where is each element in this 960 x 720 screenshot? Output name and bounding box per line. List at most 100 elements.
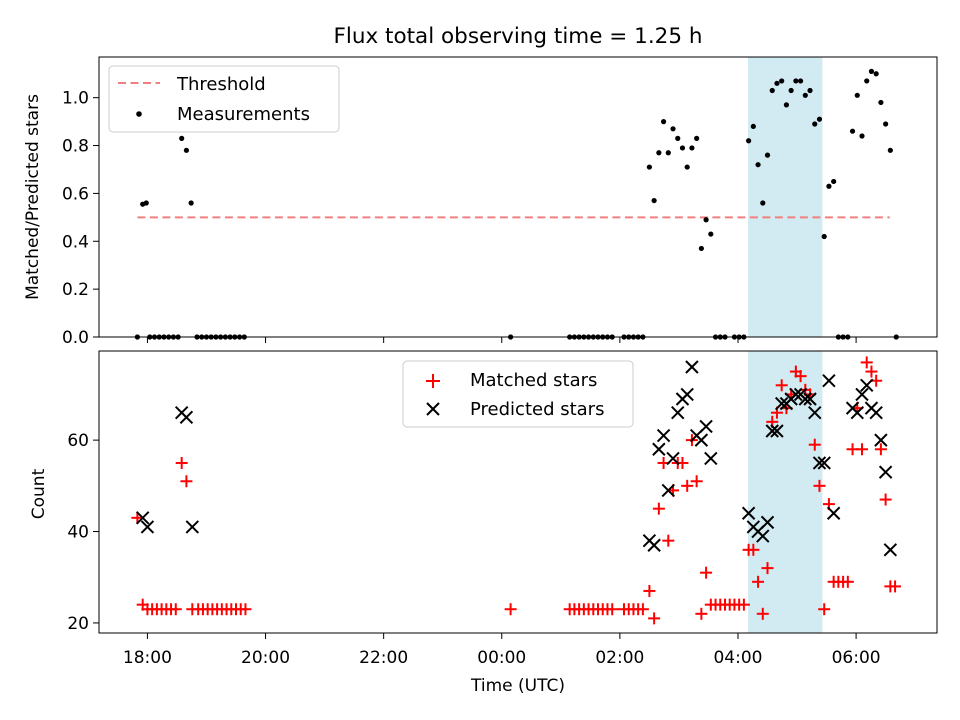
measurement-point [854, 92, 860, 98]
predicted-point [661, 483, 676, 498]
ratio-points [134, 68, 899, 340]
matched-point [681, 479, 694, 492]
measurement-point [859, 133, 865, 139]
measurement-point [665, 150, 671, 156]
measurement-point [802, 92, 808, 98]
ratio-axes-frame [98, 56, 938, 338]
legend-threshold-label: Threshold [176, 74, 266, 95]
matched-point [775, 379, 788, 392]
predicted-point [826, 506, 841, 520]
matched-point [752, 575, 765, 588]
measurement-point [675, 135, 681, 141]
measurement-point [887, 147, 893, 153]
x-tick-label: 04:00 [713, 648, 762, 668]
matched-point [813, 479, 826, 492]
predicted-point [765, 424, 779, 438]
matched-point [504, 603, 517, 616]
matched-point [747, 543, 760, 556]
matched-point [636, 603, 649, 616]
x-tick-label: 20:00 [241, 648, 290, 668]
measurement-point [188, 200, 194, 206]
measurement-point [755, 162, 761, 168]
measurement-point [826, 183, 832, 189]
predicted-point [185, 520, 200, 534]
measurement-point [698, 245, 704, 252]
predicted-point [699, 419, 713, 434]
measurement-point [646, 164, 652, 170]
matched-point [180, 475, 193, 488]
y-tick-label: 0.8 [62, 137, 89, 157]
legend-measurements-swatch [136, 111, 142, 117]
y-tick-label: 0.6 [62, 184, 89, 204]
predicted-point [680, 387, 694, 402]
matched-point [690, 475, 703, 488]
y-tick-label: 0.2 [62, 280, 89, 300]
measurement-point [689, 145, 695, 151]
count-y-ticks: 20 40 60 [67, 431, 99, 634]
matched-point [239, 603, 252, 616]
measurement-point [760, 200, 766, 206]
x-tick-label: 22:00 [359, 648, 408, 668]
measurement-point [779, 78, 785, 84]
measurement-point [143, 200, 149, 206]
predicted-point [135, 511, 150, 525]
matched-point [648, 612, 661, 625]
matched-point [700, 566, 713, 579]
matched-point [855, 443, 868, 456]
predicted-point [869, 405, 883, 420]
predicted-point [685, 360, 699, 374]
predicted-point [652, 442, 666, 456]
measurement-point [883, 121, 889, 127]
matched-point [662, 534, 675, 547]
y-tick-label: 40 [67, 523, 89, 543]
y-tick-label: 60 [67, 431, 89, 451]
measurement-point [807, 87, 813, 94]
measurement-point [183, 147, 190, 153]
matched-point [169, 603, 182, 616]
measurement-point [783, 102, 790, 108]
predicted-point [817, 456, 831, 470]
count-panel: 18:00 20:00 22:00 00:00 02:00 04:00 06:00 20 40… [29, 350, 938, 668]
x-tick-label: 06:00 [832, 648, 881, 668]
measurement-point [651, 197, 657, 204]
predicted-point [666, 451, 680, 466]
measurement-point [831, 178, 837, 185]
matched-point [874, 443, 887, 456]
predicted-point [756, 529, 770, 543]
predicted-point [774, 396, 789, 411]
predicted-point [883, 543, 898, 557]
measurement-point [694, 135, 700, 141]
x-tick-label: 02:00 [595, 648, 644, 668]
count-x-ticks: 18:00 20:00 22:00 00:00 02:00 04:00 06:00 [123, 633, 881, 668]
x-tick-label: 00:00 [477, 648, 526, 668]
predicted-point [656, 428, 671, 443]
measurement-point [764, 152, 771, 158]
predicted-point [789, 387, 803, 402]
predicted-point [179, 410, 194, 424]
ratio-x-ticks [146, 337, 857, 343]
predicted-point [808, 405, 822, 420]
matched-point [643, 584, 656, 597]
predicted-point [770, 424, 784, 438]
legend-measurements-label: Measurements [177, 104, 310, 125]
y-tick-label: 1.0 [62, 89, 89, 109]
measurement-point [873, 71, 879, 77]
measurement-point [179, 135, 185, 141]
matched-point [652, 502, 665, 515]
predicted-point [647, 538, 661, 552]
measurement-point [746, 138, 752, 144]
matched-point [865, 365, 878, 378]
matched-point [761, 562, 774, 575]
measurement-point [797, 78, 804, 84]
predicted-point [822, 374, 836, 388]
measurement-point [878, 99, 884, 106]
measurement-point [864, 78, 870, 84]
measurement-point [868, 68, 875, 74]
legend-box [108, 65, 340, 133]
measurement-point [769, 87, 775, 94]
measurement-point [816, 116, 823, 122]
predicted-point [704, 451, 718, 466]
count-legend: Matched stars Predicted stars [402, 360, 634, 428]
matched-point [808, 438, 821, 451]
x-axis-label: Time (UTC) [470, 676, 565, 696]
